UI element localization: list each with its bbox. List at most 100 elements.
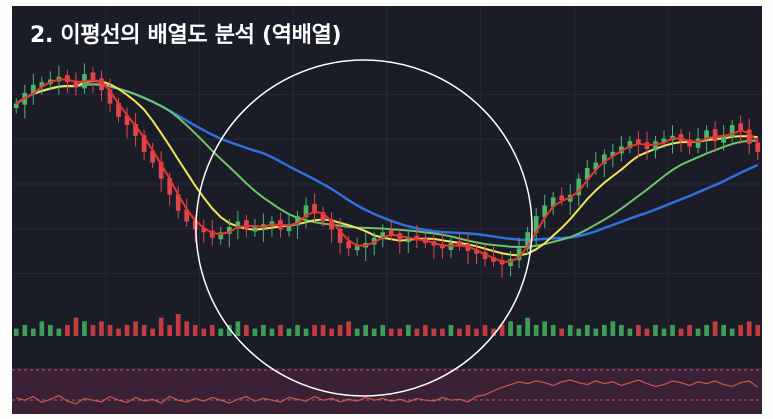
- volume-bar: [371, 328, 377, 336]
- candle-body: [337, 228, 343, 243]
- volume-bar: [56, 328, 62, 336]
- volume-bar: [550, 325, 556, 336]
- volume-bar: [329, 328, 334, 336]
- volume-bar: [593, 328, 599, 336]
- volume-bar: [73, 317, 79, 336]
- volume-bar: [48, 325, 53, 336]
- candle-body: [90, 72, 96, 80]
- volume-bar: [380, 325, 386, 336]
- candle-body: [192, 220, 198, 230]
- candle-body: [636, 139, 641, 144]
- volume-bar: [303, 328, 309, 336]
- candle-body: [124, 115, 130, 126]
- volume-bar: [508, 321, 513, 336]
- candle-body: [133, 123, 138, 136]
- volume-bar: [295, 325, 300, 336]
- candle-body: [525, 232, 530, 249]
- volume-bar: [235, 321, 241, 336]
- candle-body: [755, 142, 761, 152]
- volume-bar: [133, 321, 138, 336]
- candle-body: [303, 205, 309, 218]
- volume-bar: [601, 325, 607, 336]
- volume-bar: [465, 325, 471, 336]
- candle-body: [99, 78, 104, 91]
- candle-body: [405, 237, 411, 243]
- candle-body: [30, 84, 36, 95]
- volume-bar: [30, 328, 36, 336]
- candle-body: [457, 241, 462, 246]
- volume-bar: [337, 325, 343, 336]
- candle-body: [388, 230, 394, 235]
- candle-body: [141, 135, 147, 152]
- volume-bar: [584, 325, 590, 336]
- candle-body: [380, 232, 386, 240]
- volume-bar: [533, 325, 539, 336]
- volume-bar: [201, 328, 207, 336]
- volume-bar: [167, 325, 173, 336]
- volume-bar: [644, 328, 650, 336]
- volume-bar: [542, 321, 548, 336]
- rsi-line: [16, 379, 759, 405]
- ma-mid-line: [15, 79, 758, 257]
- volume-bar: [107, 325, 113, 336]
- volume-bar: [567, 325, 573, 336]
- candle-body: [576, 178, 582, 196]
- volume-bar: [141, 325, 147, 336]
- volume-bar: [252, 328, 258, 336]
- candle-body: [550, 197, 556, 207]
- volume-bar: [653, 325, 658, 336]
- volume-bar: [124, 325, 130, 336]
- volume-bar: [721, 325, 726, 336]
- candle-body: [295, 216, 300, 226]
- candle-body: [687, 139, 692, 147]
- candle-body: [516, 248, 522, 261]
- candle-body: [704, 130, 709, 140]
- volume-bar: [670, 325, 675, 336]
- volume-bar: [516, 325, 522, 336]
- candle-body: [116, 102, 121, 117]
- volume-bar: [278, 325, 283, 336]
- candle-body: [167, 178, 173, 195]
- volume-bar: [209, 325, 215, 336]
- chart-title: 2. 이평선의 배열도 분석 (역배열): [30, 23, 342, 48]
- volume-bar: [636, 325, 641, 336]
- volume-bar: [388, 328, 394, 336]
- volume-bar: [738, 325, 744, 336]
- volume-bar: [704, 325, 709, 336]
- candle-body: [252, 226, 258, 232]
- volume-bar: [661, 328, 667, 336]
- candle-body: [729, 125, 735, 137]
- volume-bar: [491, 328, 496, 336]
- candle-body: [175, 194, 181, 211]
- candle-body: [320, 212, 326, 222]
- candle-body: [712, 129, 718, 142]
- volume-bar: [346, 321, 351, 336]
- candle-body: [653, 141, 658, 151]
- rsi-band: [12, 368, 762, 414]
- volume-bar: [559, 328, 565, 336]
- volume-bar: [22, 325, 28, 336]
- volume-bar: [482, 325, 488, 336]
- volume-bar: [192, 325, 198, 336]
- volume-bar: [65, 325, 70, 336]
- candle-body: [73, 80, 79, 88]
- volume-bar: [627, 328, 633, 336]
- candle-body: [329, 220, 334, 230]
- candle-body: [593, 162, 599, 170]
- volume-bar: [116, 328, 121, 336]
- candle-body: [601, 154, 607, 164]
- candle-body: [209, 230, 215, 238]
- candle-body: [542, 205, 548, 218]
- candle-body: [695, 138, 701, 148]
- candle-body: [627, 141, 633, 149]
- candle-body: [150, 150, 155, 163]
- candle-body: [13, 103, 19, 109]
- candle-body: [244, 220, 249, 230]
- candle-body: [235, 221, 241, 229]
- volume-bar: [695, 328, 701, 336]
- volume-bar: [90, 325, 96, 336]
- volume-bar: [712, 321, 718, 336]
- volume-bar: [175, 314, 181, 336]
- ma-long-line: [15, 83, 758, 248]
